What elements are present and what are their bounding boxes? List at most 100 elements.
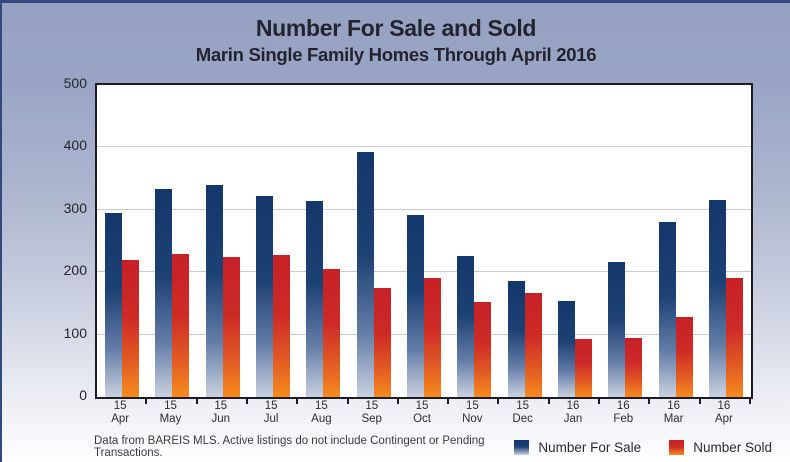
chart-title: Number For Sale and Sold xyxy=(255,15,537,41)
data-source-note: Data from BAREIS MLS. Active listings do… xyxy=(94,435,485,459)
x-label-year: 15 xyxy=(214,400,228,412)
x-label-15-Dec: 15 Dec xyxy=(498,400,548,426)
bar-group-16-Feb xyxy=(600,85,650,397)
bar-number-for-sale-15-Oct xyxy=(407,215,425,397)
x-axis-tick xyxy=(296,397,299,404)
legend-label: Number For Sale xyxy=(538,439,642,455)
x-label-year: 15 xyxy=(415,400,429,412)
x-label-15-Apr: 15 Apr xyxy=(95,400,145,426)
x-axis-tick xyxy=(749,397,751,404)
bar-series-container xyxy=(97,85,751,397)
x-label-16-Feb: 16 Feb xyxy=(598,400,648,426)
bar-number-sold-16-Jan xyxy=(574,338,592,397)
bar-group-15-Apr xyxy=(97,85,147,397)
x-label-month: Jul xyxy=(263,413,279,425)
y-tick-label-400: 400 xyxy=(63,137,87,154)
x-label-16-Apr: 16 Apr xyxy=(699,400,749,426)
x-label-year: 16 xyxy=(566,400,580,412)
gridline-400 xyxy=(97,146,751,148)
x-axis-tick xyxy=(346,397,349,404)
footer-bar: Data from BAREIS MLS. Active listings do… xyxy=(94,435,772,459)
x-label-year: 16 xyxy=(717,400,731,412)
bar-group-15-Oct xyxy=(399,85,449,397)
bar-number-for-sale-16-Jan xyxy=(557,300,575,397)
y-tick-label-0: 0 xyxy=(79,387,87,403)
x-label-16-Jan: 16 Jan xyxy=(548,400,598,426)
x-axis-tick xyxy=(195,397,198,404)
y-tick-label-500: 500 xyxy=(63,75,87,91)
bar-number-for-sale-15-Apr xyxy=(105,212,123,397)
bar-group-15-Jun xyxy=(198,85,248,397)
bar-number-for-sale-15-Sep xyxy=(356,152,374,397)
y-tick-label-200: 200 xyxy=(63,262,87,279)
x-label-month: Aug xyxy=(311,413,332,425)
x-label-month: May xyxy=(159,413,182,425)
x-label-month: Nov xyxy=(462,413,483,425)
x-axis-tick xyxy=(648,397,651,404)
x-label-month: Jan xyxy=(563,413,583,425)
x-label-month: Jun xyxy=(211,413,231,425)
x-label-year: 15 xyxy=(365,400,379,412)
x-label-year: 15 xyxy=(113,400,127,412)
legend-swatch-icon xyxy=(669,439,685,455)
x-label-15-Oct: 15 Oct xyxy=(397,400,447,426)
x-label-15-Sep: 15 Sep xyxy=(347,400,397,426)
x-label-month: Oct xyxy=(413,413,431,425)
bar-number-for-sale-15-Aug xyxy=(306,201,324,397)
x-label-year: 15 xyxy=(164,400,177,412)
x-axis-category-labels: 15 Apr 15 May 15 Jun 15 Jul 15 Aug 15 Sep 15 Oct 15 Nov… xyxy=(95,400,749,426)
legend-swatch-icon xyxy=(514,439,530,455)
bar-number-for-sale-16-Apr xyxy=(708,199,726,397)
x-label-year: 16 xyxy=(616,400,630,412)
bar-number-for-sale-15-Jun xyxy=(205,185,223,397)
plot-area xyxy=(95,83,753,399)
x-label-year: 15 xyxy=(264,400,278,412)
bar-number-sold-15-Nov xyxy=(474,302,492,397)
legend-item-number-sold: Number Sold xyxy=(669,439,772,455)
bar-number-sold-16-Feb xyxy=(625,337,643,397)
bar-number-sold-15-Sep xyxy=(373,288,391,397)
x-label-month: Dec xyxy=(512,413,533,425)
x-axis-tick xyxy=(245,397,248,404)
x-axis-tick xyxy=(497,397,500,404)
bar-number-for-sale-15-Nov xyxy=(457,255,475,397)
bar-group-15-Nov xyxy=(449,85,499,397)
bar-number-sold-15-Apr xyxy=(122,259,140,397)
bar-group-15-Jul xyxy=(248,85,298,397)
bar-number-sold-15-Jun xyxy=(222,257,240,397)
x-axis-tick xyxy=(547,397,550,404)
bar-group-15-Dec xyxy=(500,85,550,397)
bar-number-for-sale-15-May xyxy=(155,189,173,397)
bar-group-15-Aug xyxy=(298,85,348,397)
x-axis-tick xyxy=(447,397,450,404)
legend-item-number-for-sale: Number For Sale xyxy=(514,439,642,455)
x-label-month: Feb xyxy=(613,413,634,425)
x-label-15-May: 15 May xyxy=(145,400,195,426)
chart-subtitle: Marin Single Family Homes Through April … xyxy=(195,44,597,65)
bar-number-sold-16-Apr xyxy=(725,277,743,397)
bar-number-sold-15-Jul xyxy=(273,254,291,397)
x-axis-tick xyxy=(598,397,601,404)
gridline-300 xyxy=(97,208,751,210)
x-axis-tick xyxy=(396,397,399,404)
y-tick-label-300: 300 xyxy=(63,199,87,216)
bar-number-for-sale-15-Jul xyxy=(256,196,274,397)
x-label-year: 16 xyxy=(667,400,680,412)
x-label-15-Jun: 15 Jun xyxy=(196,400,246,426)
x-label-15-Jul: 15 Jul xyxy=(246,400,296,426)
x-axis-tick xyxy=(145,397,148,404)
bar-group-16-Jan xyxy=(550,85,600,397)
x-label-month: Mar xyxy=(663,413,684,425)
x-label-month: Apr xyxy=(714,413,733,425)
y-tick-label-100: 100 xyxy=(63,324,87,341)
x-label-year: 15 xyxy=(315,400,328,412)
x-label-year: 15 xyxy=(465,400,479,412)
bar-number-for-sale-15-Dec xyxy=(507,280,525,397)
bar-number-sold-15-Dec xyxy=(524,293,542,397)
bar-number-sold-15-May xyxy=(172,254,190,397)
bar-number-sold-15-Aug xyxy=(323,269,341,397)
x-label-year: 15 xyxy=(516,400,530,412)
bar-number-sold-15-Oct xyxy=(424,277,442,397)
bar-group-16-Mar xyxy=(650,85,700,397)
